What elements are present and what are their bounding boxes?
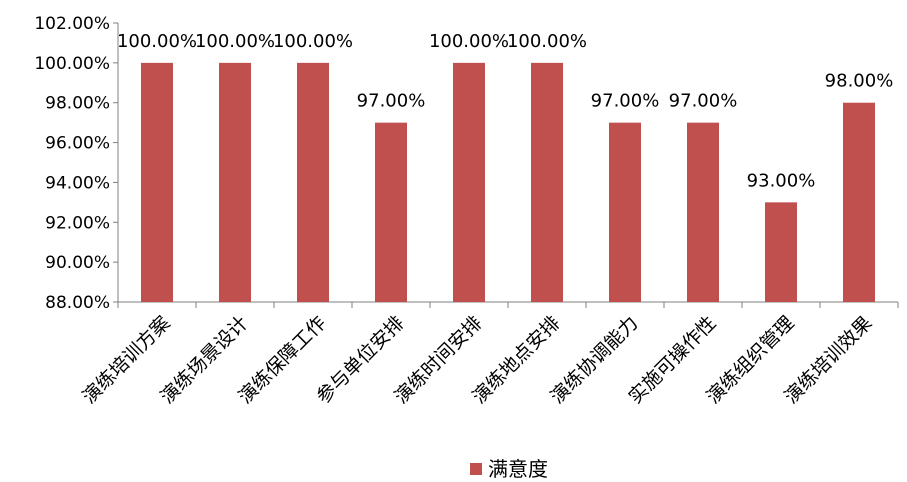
data-label: 100.00%: [195, 31, 275, 52]
data-label: 100.00%: [273, 31, 353, 52]
bar: [843, 102, 875, 302]
y-tick-label: 90.00%: [45, 253, 110, 273]
axes: 88.00% 90.00% 92.00% 94.00% 96.00% 98.00% 100.…: [34, 14, 899, 313]
data-label: 93.00%: [747, 170, 816, 191]
data-label: 100.00%: [507, 31, 587, 52]
legend-swatch: [470, 463, 482, 475]
data-label: 100.00%: [429, 31, 509, 52]
y-tick-label: 102.00%: [34, 14, 110, 34]
y-tick-label: 92.00%: [45, 213, 110, 233]
bar: [297, 62, 329, 302]
data-label: 100.00%: [117, 31, 197, 52]
bar: [531, 62, 563, 302]
y-tick-label: 100.00%: [34, 54, 110, 74]
y-tick-label: 96.00%: [45, 134, 110, 154]
data-label: 97.00%: [591, 91, 660, 112]
y-tick-label: 94.00%: [45, 173, 110, 193]
y-tick-label: 98.00%: [45, 94, 110, 114]
y-tick-label: 88.00%: [45, 293, 110, 313]
data-labels: 100.00%100.00%100.00%97.00%100.00%100.00…: [117, 31, 893, 192]
bars: [141, 62, 875, 303]
bar: [453, 62, 485, 302]
bar: [609, 122, 641, 303]
bar: [219, 62, 251, 302]
bar: [141, 62, 173, 302]
data-label: 97.00%: [669, 91, 738, 112]
data-label: 97.00%: [357, 91, 426, 112]
bar: [375, 122, 407, 303]
legend-label: 满意度: [488, 457, 548, 481]
category-labels: 演练培训方案演练场景设计演练保障工作参与单位安排演练时间安排演练地点安排演练协调…: [78, 312, 876, 408]
bar: [687, 122, 719, 303]
data-label: 98.00%: [825, 71, 894, 92]
bar: [765, 202, 797, 302]
legend: 满意度: [470, 457, 548, 481]
